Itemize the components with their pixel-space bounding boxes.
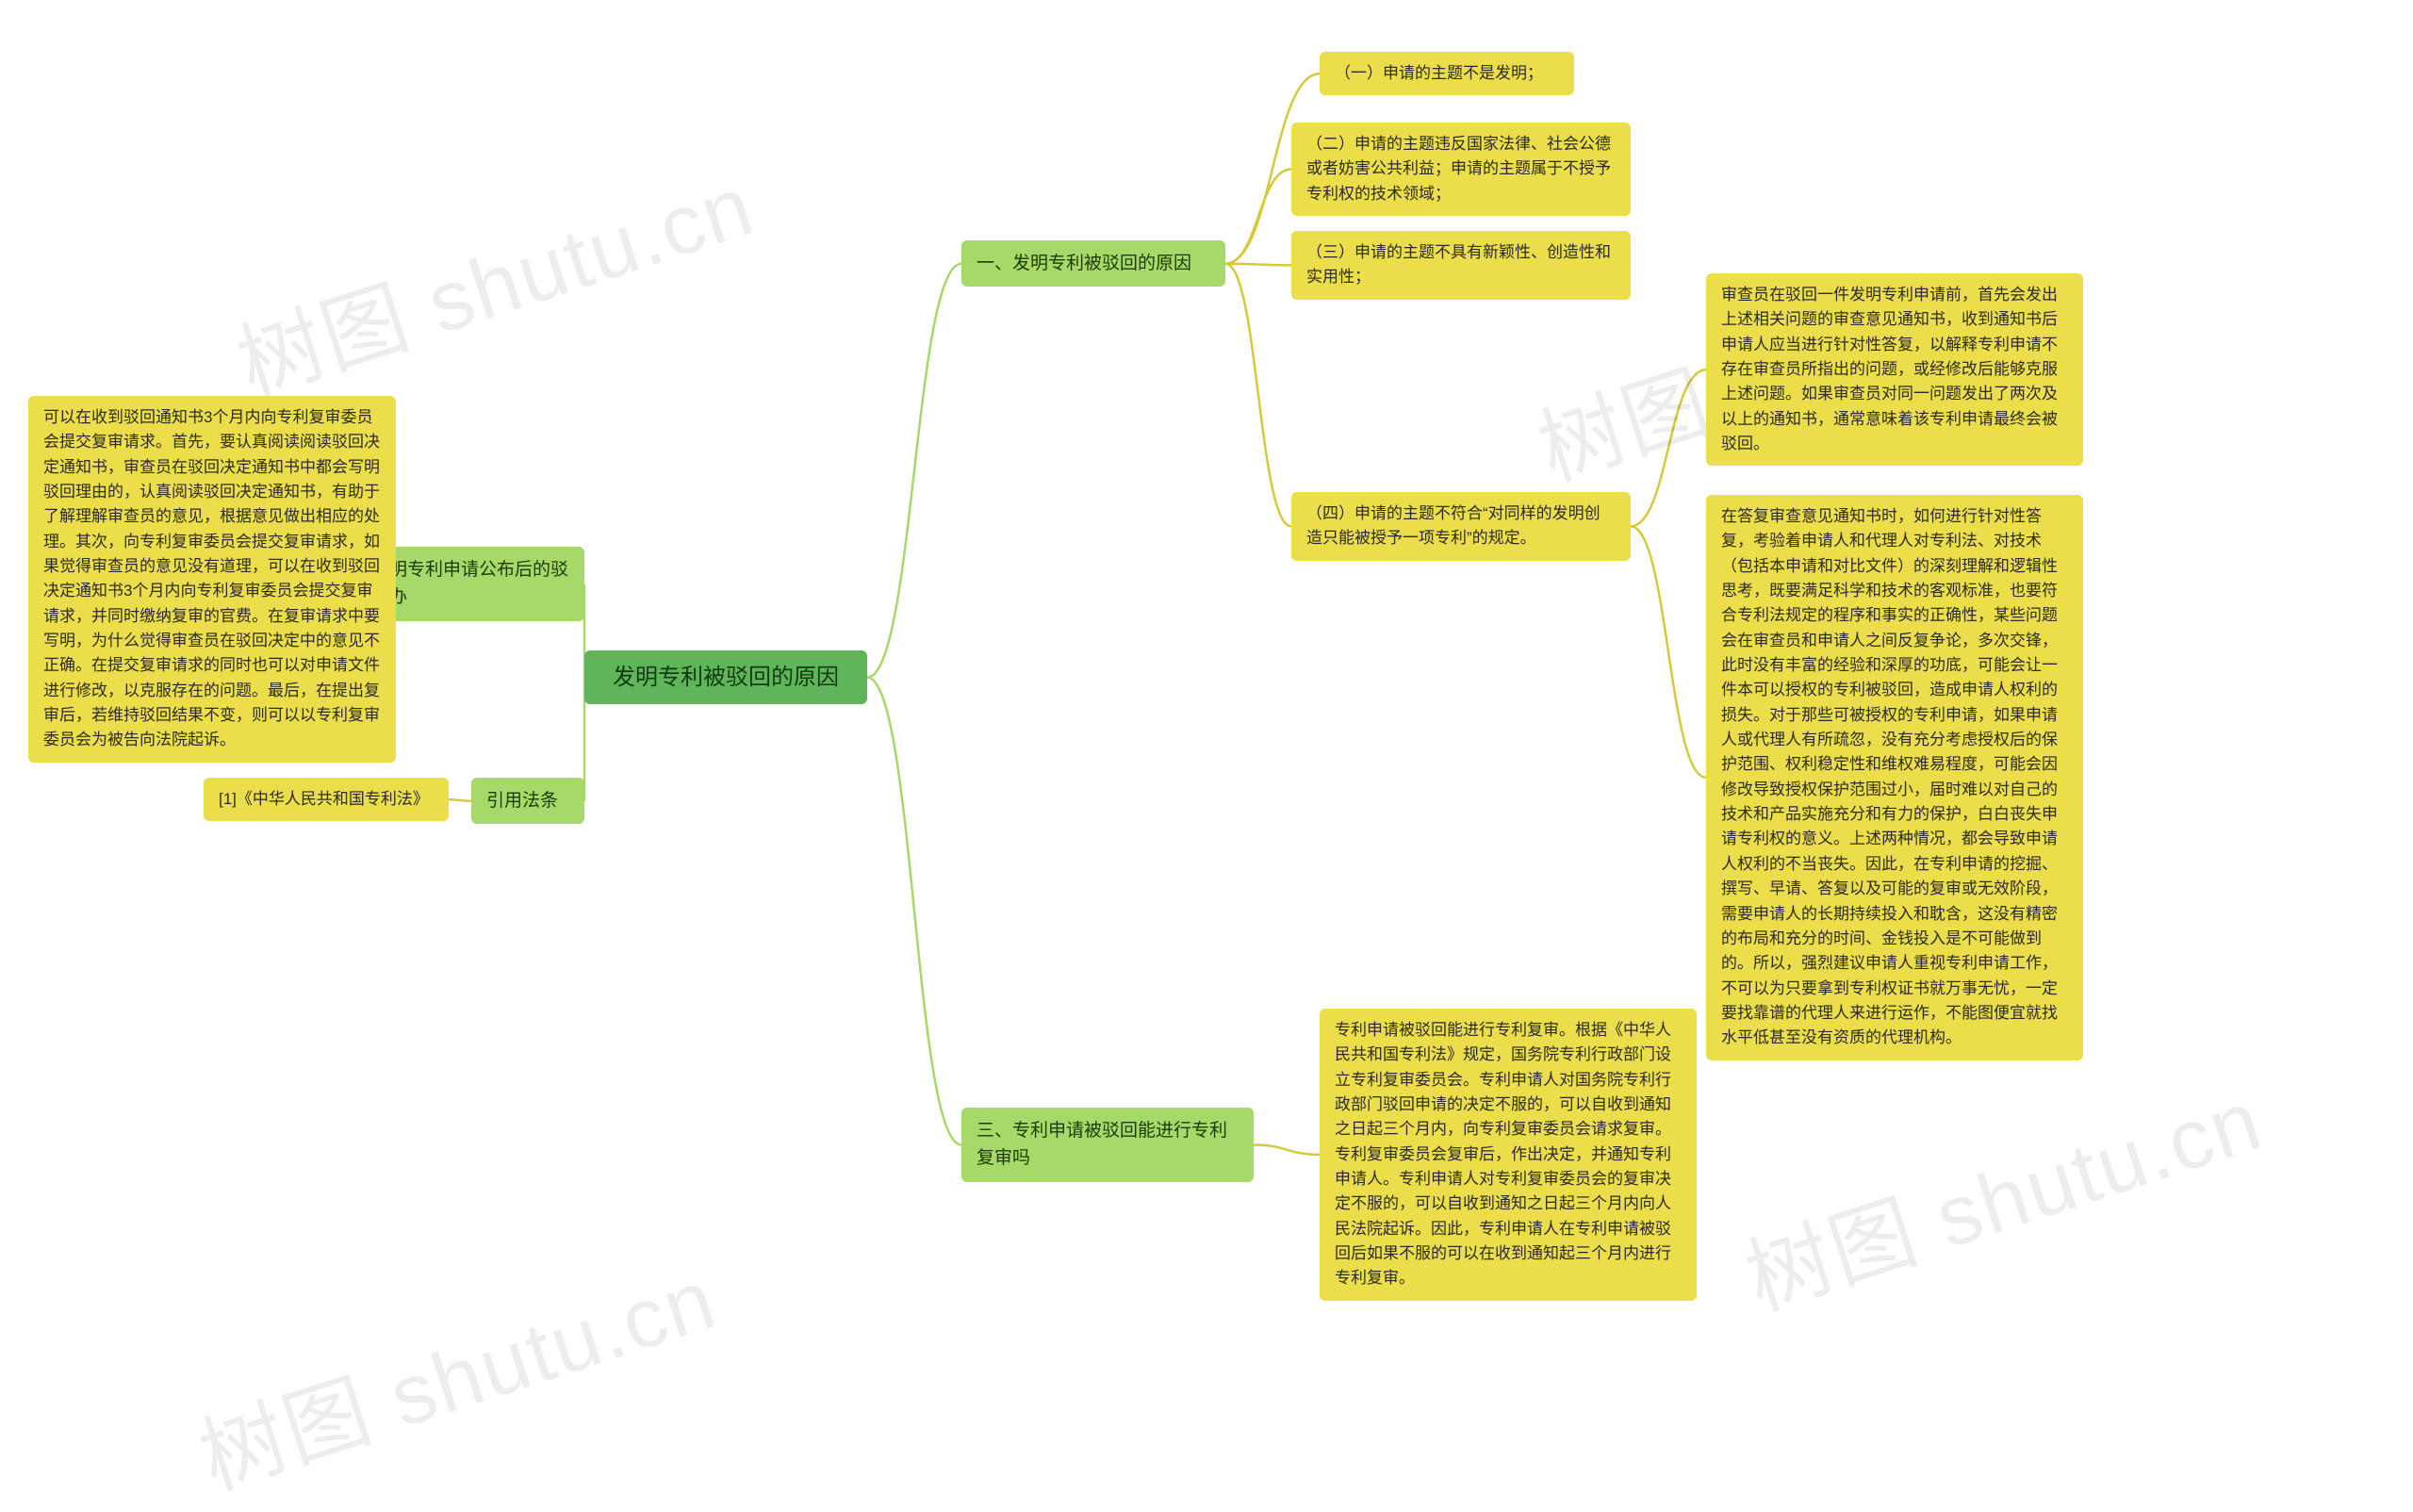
branch-reexam[interactable]: 三、专利申请被驳回能进行专利复审吗 [961, 1108, 1254, 1182]
leaf-reason-4a[interactable]: 审查员在驳回一件发明专利申请前，首先会发出上述相关问题的审查意见通知书，收到通知… [1706, 273, 2083, 466]
leaf-what-to-do[interactable]: 可以在收到驳回通知书3个月内向专利复审委员会提交复审请求。首先，要认真阅读阅读驳… [28, 396, 396, 763]
leaf-reason-4[interactable]: （四）申请的主题不符合“对同样的发明创造只能被授予一项专利”的规定。 [1291, 492, 1631, 561]
root-node[interactable]: 发明专利被驳回的原因 [584, 650, 867, 704]
branch-reasons[interactable]: 一、发明专利被驳回的原因 [961, 240, 1225, 287]
watermark: 树图 shutu.cn [1729, 1052, 2275, 1334]
leaf-reason-1[interactable]: （一）申请的主题不是发明； [1320, 52, 1574, 95]
leaf-reason-3[interactable]: （三）申请的主题不具有新颖性、创造性和实用性； [1291, 231, 1631, 300]
watermark: 树图 shutu.cn [221, 138, 767, 419]
branch-citation[interactable]: 引用法条 [471, 778, 584, 824]
leaf-citation[interactable]: [1]《中华人民共和国专利法》 [204, 778, 449, 821]
watermark: 树图 shutu.cn [183, 1231, 730, 1512]
leaf-reason-2[interactable]: （二）申请的主题违反国家法律、社会公德或者妨害公共利益；申请的主题属于不授予专利… [1291, 123, 1631, 216]
leaf-reason-4b[interactable]: 在答复审查意见通知书时，如何进行针对性答复，考验着申请人和代理人对专利法、对技术… [1706, 495, 2083, 1060]
leaf-reexam-answer[interactable]: 专利申请被驳回能进行专利复审。根据《中华人民共和国专利法》规定，国务院专利行政部… [1320, 1009, 1697, 1301]
